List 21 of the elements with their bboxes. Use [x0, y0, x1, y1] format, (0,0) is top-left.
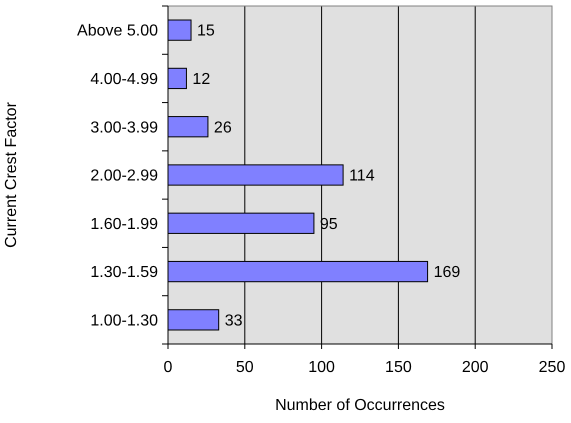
x-tick-label: 50 [236, 359, 254, 376]
y-tick-label: 1.00-1.30 [90, 312, 158, 330]
data-label: 114 [349, 168, 375, 185]
data-label: 12 [192, 71, 210, 88]
y-tick-label: 3.00-3.99 [90, 119, 158, 136]
y-axis-title: Current Crest Factor [3, 101, 20, 248]
x-tick-label: 0 [164, 359, 173, 376]
x-tick-label: 100 [308, 359, 336, 376]
x-tick-label: 250 [538, 359, 566, 376]
data-label: 26 [214, 119, 232, 136]
y-tick-label: Above 5.00 [77, 22, 158, 40]
y-tick-label: 2.00-2.99 [90, 168, 158, 185]
x-tick-label: 150 [385, 359, 412, 376]
x-axis-title: Number of Occurrences [275, 397, 445, 414]
data-label: 15 [197, 22, 215, 40]
x-tick-label: 200 [462, 359, 489, 376]
y-tick-label: 1.60-1.99 [90, 216, 158, 233]
y-tick-label: 4.00-4.99 [90, 71, 158, 88]
y-tick-label: 1.30-1.59 [90, 264, 158, 282]
data-label: 169 [434, 264, 460, 282]
data-label: 33 [224, 312, 243, 330]
